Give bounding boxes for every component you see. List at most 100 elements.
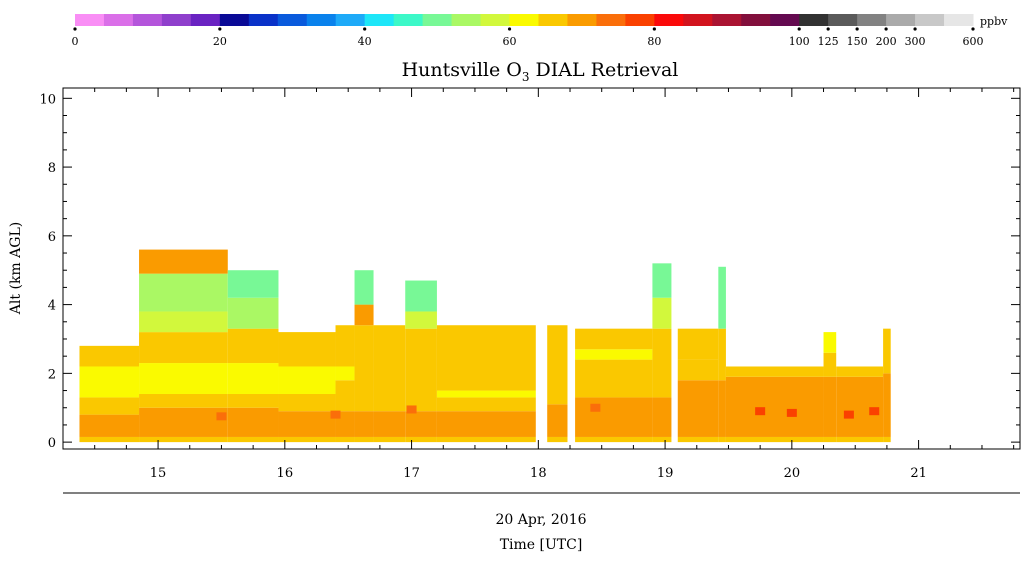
ozone-cell (436, 390, 536, 398)
ozone-cell (335, 366, 355, 381)
ozone-cell (139, 407, 228, 437)
colorbar-tick-label: 80 (647, 35, 661, 48)
colorbar-tick (884, 27, 888, 31)
ozone-cell (823, 352, 837, 377)
colorbar-tick-label: 40 (358, 35, 372, 48)
ozone-cell (843, 410, 854, 419)
ozone-cell (405, 411, 437, 437)
colorbar-tick-label: 125 (818, 35, 839, 48)
ozone-cell (677, 328, 719, 360)
ozone-cell (590, 403, 601, 412)
x-tick-label: 19 (657, 466, 674, 481)
ozone-cell (335, 436, 355, 443)
ozone-cell (139, 311, 228, 333)
colorbar-tick-label: 600 (963, 35, 984, 48)
chart-title: Huntsville O3 DIAL Retrieval (402, 59, 679, 84)
ozone-cell (652, 436, 672, 443)
ozone-cell (436, 411, 536, 437)
ozone-cell (725, 366, 824, 377)
ozone-cell (436, 397, 536, 412)
colorbar-tick-label: 150 (847, 35, 868, 48)
colorbar-swatch (944, 14, 974, 26)
ozone-cell (406, 405, 417, 414)
ozone-cell (139, 363, 228, 394)
colorbar-tick (363, 27, 367, 31)
ozone-cell (79, 414, 140, 437)
x-tick-label: 18 (530, 466, 547, 481)
ozone-cell (354, 325, 374, 412)
ozone-cell (335, 380, 355, 412)
colorbar-swatch (480, 14, 511, 26)
ozone-cell (718, 266, 726, 329)
ozone-cell (227, 393, 279, 408)
ozone-cell (436, 436, 536, 443)
colorbar-tick (218, 27, 222, 31)
colorbar-tick (73, 27, 77, 31)
colorbar-tick (652, 27, 656, 31)
colorbar-tick (507, 27, 512, 31)
ozone-cell (575, 328, 653, 350)
ozone-cell (575, 397, 653, 437)
ozone-cell (836, 436, 884, 443)
y-tick-label: 10 (39, 92, 56, 107)
colorbar-swatch (509, 14, 539, 26)
colorbar-swatch (422, 14, 453, 26)
y-tick-label: 0 (48, 436, 56, 451)
colorbar-swatch (364, 14, 395, 26)
colorbar-swatch (596, 14, 626, 26)
x-tick-label: 15 (150, 466, 167, 481)
ozone-cell (278, 436, 336, 443)
ozone-cell (216, 412, 227, 421)
colorbar-swatch (886, 14, 916, 26)
ozone-cell (547, 436, 568, 443)
y-tick-label: 6 (48, 230, 56, 245)
ozone-cell (718, 328, 726, 381)
colorbar-swatch (75, 14, 105, 26)
ozone-cell (354, 270, 374, 305)
colorbar-swatch (277, 14, 308, 26)
ozone-cell (227, 270, 279, 298)
x-axis-date-label: 20 Apr, 2016 (495, 512, 586, 528)
colorbar-swatch (219, 14, 250, 26)
ozone-cell (79, 436, 140, 443)
ozone-cell (227, 436, 279, 443)
ozone-cell (335, 325, 355, 367)
ozone-cell (836, 376, 884, 437)
colorbar-swatch (335, 14, 366, 26)
colorbar-tick (971, 27, 975, 31)
colorbar-tick-label: 300 (905, 35, 926, 48)
ozone-cell (373, 436, 406, 443)
ozone-cell (755, 407, 766, 416)
ozone-cell (405, 436, 437, 443)
y-tick-label: 2 (48, 367, 56, 382)
ozone-cell (836, 366, 884, 377)
colorbar-tick-label: 0 (72, 35, 79, 48)
ozone-cell (79, 345, 140, 367)
plot-frame (62, 87, 1021, 450)
colorbar-swatch (712, 14, 742, 26)
colorbar-swatch (161, 14, 192, 26)
ozone-cell (823, 436, 837, 443)
colorbar-swatch (393, 14, 424, 26)
ozone-cell (436, 325, 536, 391)
ozone-cell (79, 397, 140, 415)
x-tick-label: 21 (910, 466, 927, 481)
y-tick-label: 4 (48, 299, 56, 314)
ozone-cell (547, 325, 568, 405)
ozone-cell (227, 363, 279, 394)
ozone-cell (278, 332, 336, 367)
ozone-cell (79, 366, 140, 398)
ozone-cell (373, 325, 406, 412)
ozone-cell (373, 411, 406, 437)
colorbar-swatch (132, 14, 163, 26)
x-tick-label: 16 (277, 466, 294, 481)
colorbar-swatch (828, 14, 858, 26)
colorbar-swatch (451, 14, 482, 26)
ozone-cell (677, 436, 719, 443)
ozone-cell (227, 328, 279, 364)
ozone-cell (883, 328, 891, 374)
ozone-cell (575, 436, 653, 443)
ozone-cell (278, 393, 336, 412)
ozone-cell (227, 297, 279, 329)
